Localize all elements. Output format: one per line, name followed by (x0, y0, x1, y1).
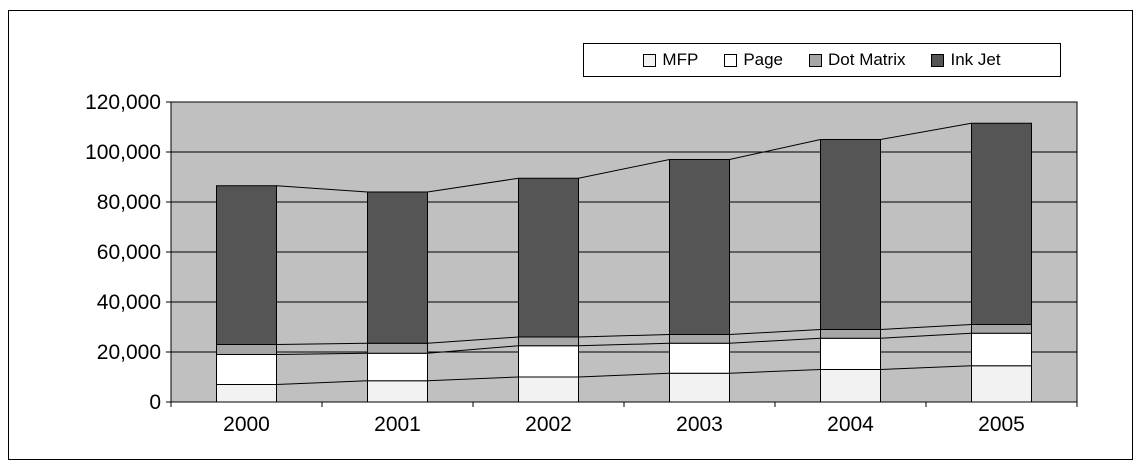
bar-dot-matrix (820, 329, 881, 339)
series-line-ink-jet (729, 139, 821, 160)
x-tick-label: 2004 (827, 413, 874, 436)
x-tick-label: 2003 (676, 413, 723, 436)
series-line-page (880, 332, 972, 339)
legend-swatch-page (724, 53, 738, 67)
legend-label-page: Page (743, 50, 784, 69)
series-line-mfp (578, 372, 670, 378)
bar-dot-matrix (518, 336, 579, 347)
legend-item-dot-matrix: Dot Matrix (809, 50, 905, 70)
series-line-page (427, 345, 519, 354)
bar-page (820, 337, 881, 370)
series-line-page (729, 337, 821, 344)
legend: MFP Page Dot Matrix Ink Jet (583, 43, 1061, 77)
legend-label-mfp: MFP (662, 50, 699, 69)
series-line-mfp (729, 369, 821, 374)
bar-ink-jet (518, 177, 579, 338)
y-tick-label: 80,000 (97, 191, 161, 214)
bar-mfp (216, 384, 277, 403)
legend-swatch-ink-jet (931, 53, 945, 67)
series-line-ink-jet (427, 177, 519, 193)
bar-mfp (971, 365, 1032, 403)
bar-mfp (820, 369, 881, 403)
x-tick-label: 2001 (374, 413, 421, 436)
bar-page (971, 332, 1032, 367)
bar-ink-jet (367, 191, 428, 344)
bar-dot-matrix (367, 342, 428, 354)
y-tick-label: 40,000 (97, 291, 161, 314)
series-line-mfp (880, 365, 972, 370)
bar-ink-jet (216, 185, 277, 345)
bar-page (367, 352, 428, 382)
y-tick-label: 20,000 (97, 341, 161, 364)
bar-ink-jet (820, 139, 881, 330)
x-tick-label: 2000 (223, 413, 270, 436)
series-line-dot-matrix (880, 324, 972, 330)
x-tick-label: 2005 (978, 413, 1025, 436)
bar-dot-matrix (669, 334, 730, 344)
series-line-mfp (427, 376, 519, 382)
series-line-dot-matrix (578, 334, 670, 338)
bar-ink-jet (669, 159, 730, 335)
legend-swatch-dot-matrix (809, 53, 823, 67)
x-tick-label: 2002 (525, 413, 572, 436)
bar-ink-jet (971, 122, 1032, 325)
y-tick-label: 0 (149, 391, 161, 414)
legend-item-page: Page (724, 50, 783, 70)
bar-page (669, 342, 730, 374)
y-tick-label: 100,000 (85, 141, 161, 164)
y-tick-label: 120,000 (85, 91, 161, 114)
legend-swatch-mfp (643, 53, 657, 67)
legend-label-dot-matrix: Dot Matrix (828, 50, 906, 69)
series-line-dot-matrix (276, 342, 368, 345)
bar-mfp (669, 372, 730, 403)
bar-page (518, 345, 579, 378)
bar-dot-matrix (216, 344, 277, 355)
series-line-ink-jet (276, 185, 368, 193)
y-tick-label: 60,000 (97, 241, 161, 264)
legend-item-mfp: MFP (643, 50, 698, 70)
stacked-bar-chart: 0 20,000 40,000 60,000 80,000 100,000 120,000 2… (85, 91, 1078, 436)
chart-frame: 0 20,000 40,000 60,000 80,000 100,000 120,000 2… (8, 10, 1133, 460)
bar-mfp (518, 376, 579, 403)
series-line-ink-jet (880, 122, 972, 140)
series-line-mfp (276, 380, 368, 385)
legend-item-ink-jet: Ink Jet (931, 50, 1001, 70)
series-line-ink-jet (578, 159, 670, 179)
bar-page (216, 354, 277, 385)
series-line-dot-matrix (729, 329, 821, 335)
legend-label-ink-jet: Ink Jet (950, 50, 1001, 69)
bar-dot-matrix (971, 324, 1032, 334)
bar-mfp (367, 380, 428, 403)
series-line-page (578, 342, 670, 347)
series-line-page (276, 352, 368, 355)
series-line-dot-matrix (427, 336, 519, 344)
